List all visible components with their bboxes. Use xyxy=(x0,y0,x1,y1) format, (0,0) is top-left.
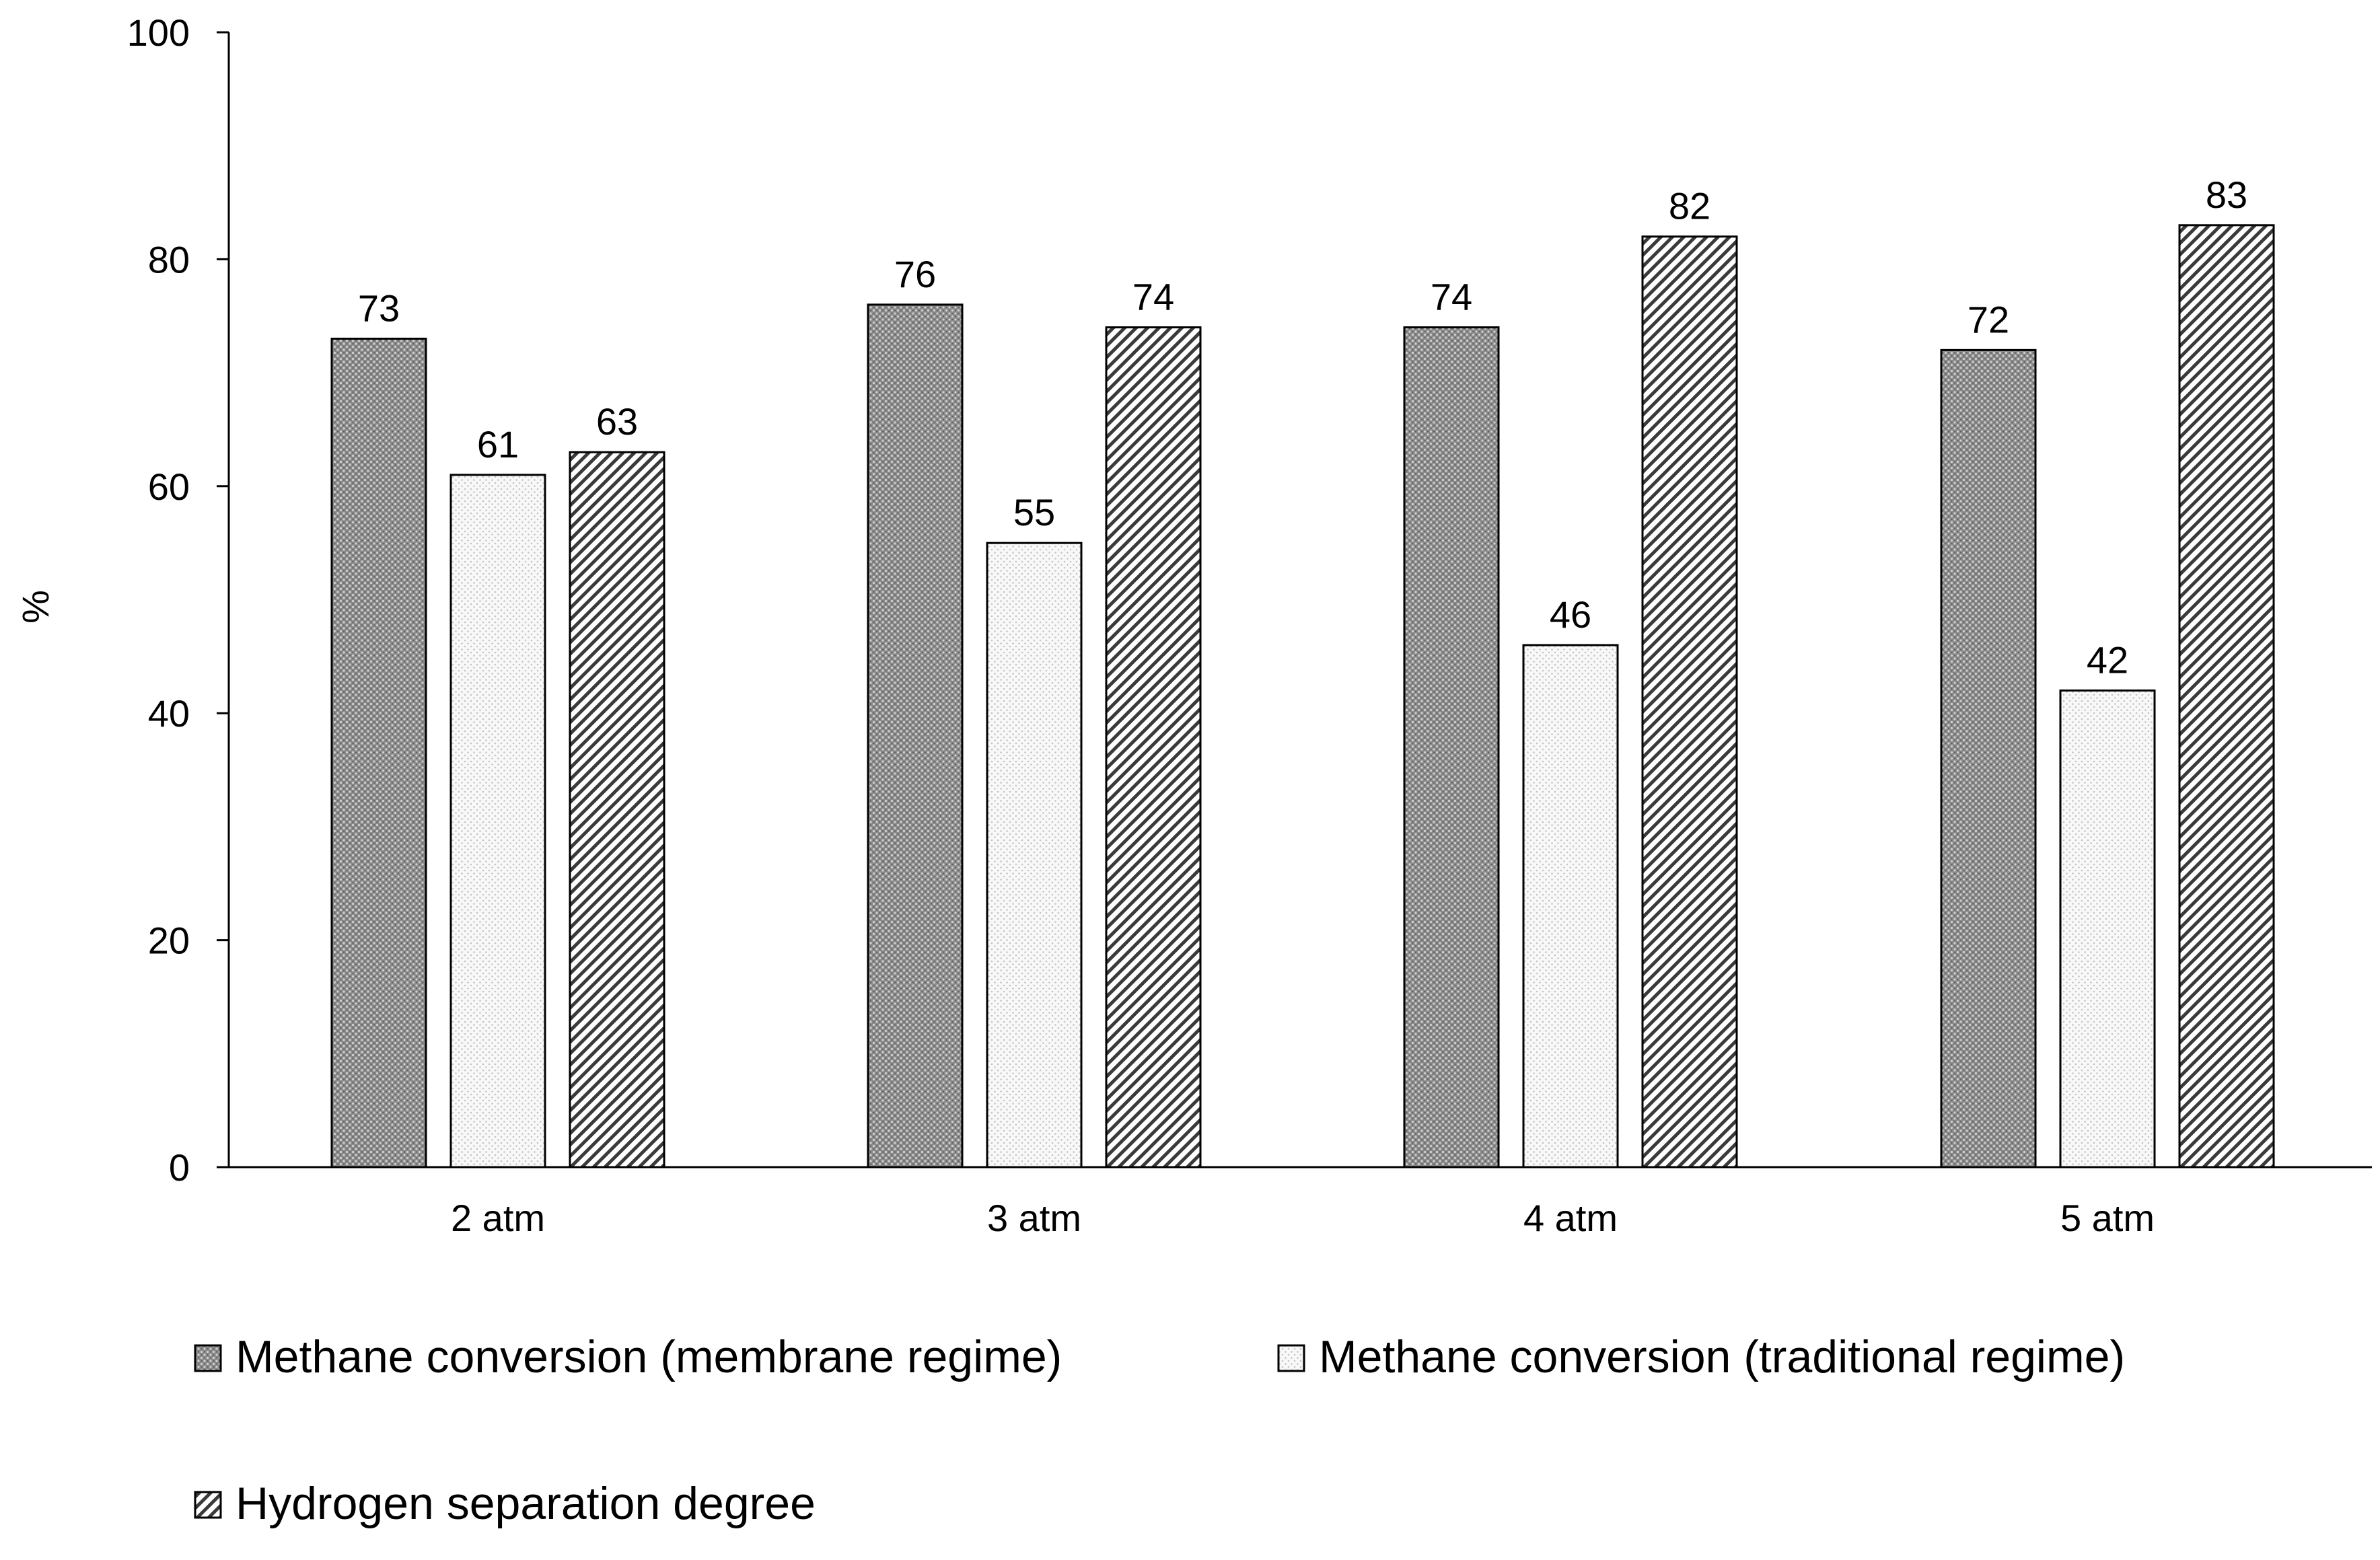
x-tick-label: 2 atm xyxy=(451,1197,545,1239)
y-tick-label: 20 xyxy=(148,920,190,962)
y-tick-label: 0 xyxy=(169,1146,190,1189)
data-label: 46 xyxy=(1550,593,1591,636)
data-label: 61 xyxy=(477,423,519,466)
bar xyxy=(569,451,665,1168)
bars xyxy=(330,224,2275,1168)
legend-swatch xyxy=(194,1344,222,1372)
legend: Methane conversion (membrane regime) Meth… xyxy=(194,1331,2125,1529)
data-label: 42 xyxy=(2087,638,2128,681)
legend-swatch xyxy=(1277,1344,1305,1372)
x-tick-label: 4 atm xyxy=(1523,1197,1618,1239)
y-tick-label: 40 xyxy=(148,692,190,735)
legend-label: Methane conversion (traditional regime) xyxy=(1319,1331,2125,1382)
data-label: 83 xyxy=(2206,174,2247,216)
data-label: 76 xyxy=(894,253,936,295)
data-label: 74 xyxy=(1132,276,1174,318)
category-labels: 2 atm 3 atm 4 atm 5 atm xyxy=(451,1197,2155,1239)
bar xyxy=(1522,644,1619,1168)
legend-label: Hydrogen separation degree xyxy=(236,1478,816,1529)
y-tick-label: 100 xyxy=(127,11,190,54)
bar xyxy=(449,474,546,1168)
data-label: 74 xyxy=(1431,276,1472,318)
bar xyxy=(1940,348,2037,1168)
y-axis: 0 20 40 60 80 100 xyxy=(127,11,230,1189)
bar xyxy=(1403,326,1500,1168)
data-label: 72 xyxy=(1968,298,2009,340)
x-tick-label: 3 atm xyxy=(987,1197,1081,1239)
bar xyxy=(330,337,427,1168)
bar xyxy=(2178,224,2275,1168)
data-label: 55 xyxy=(1013,491,1055,533)
data-labels: 73 61 63 76 55 74 74 46 82 72 42 83 xyxy=(358,174,2247,681)
legend-swatch xyxy=(194,1491,222,1519)
y-axis-title: % xyxy=(14,590,57,624)
bar xyxy=(2059,689,2156,1168)
bar xyxy=(1105,326,1202,1168)
bar xyxy=(986,542,1083,1168)
x-tick-label: 5 atm xyxy=(2060,1197,2155,1239)
data-label: 73 xyxy=(358,287,400,329)
data-label: 63 xyxy=(596,400,638,443)
data-label: 82 xyxy=(1669,185,1710,227)
bar xyxy=(1641,235,1738,1168)
y-tick-label: 80 xyxy=(148,238,190,281)
y-tick-label: 60 xyxy=(148,466,190,508)
bar xyxy=(867,303,964,1168)
legend-label: Methane conversion (membrane regime) xyxy=(236,1331,1062,1382)
